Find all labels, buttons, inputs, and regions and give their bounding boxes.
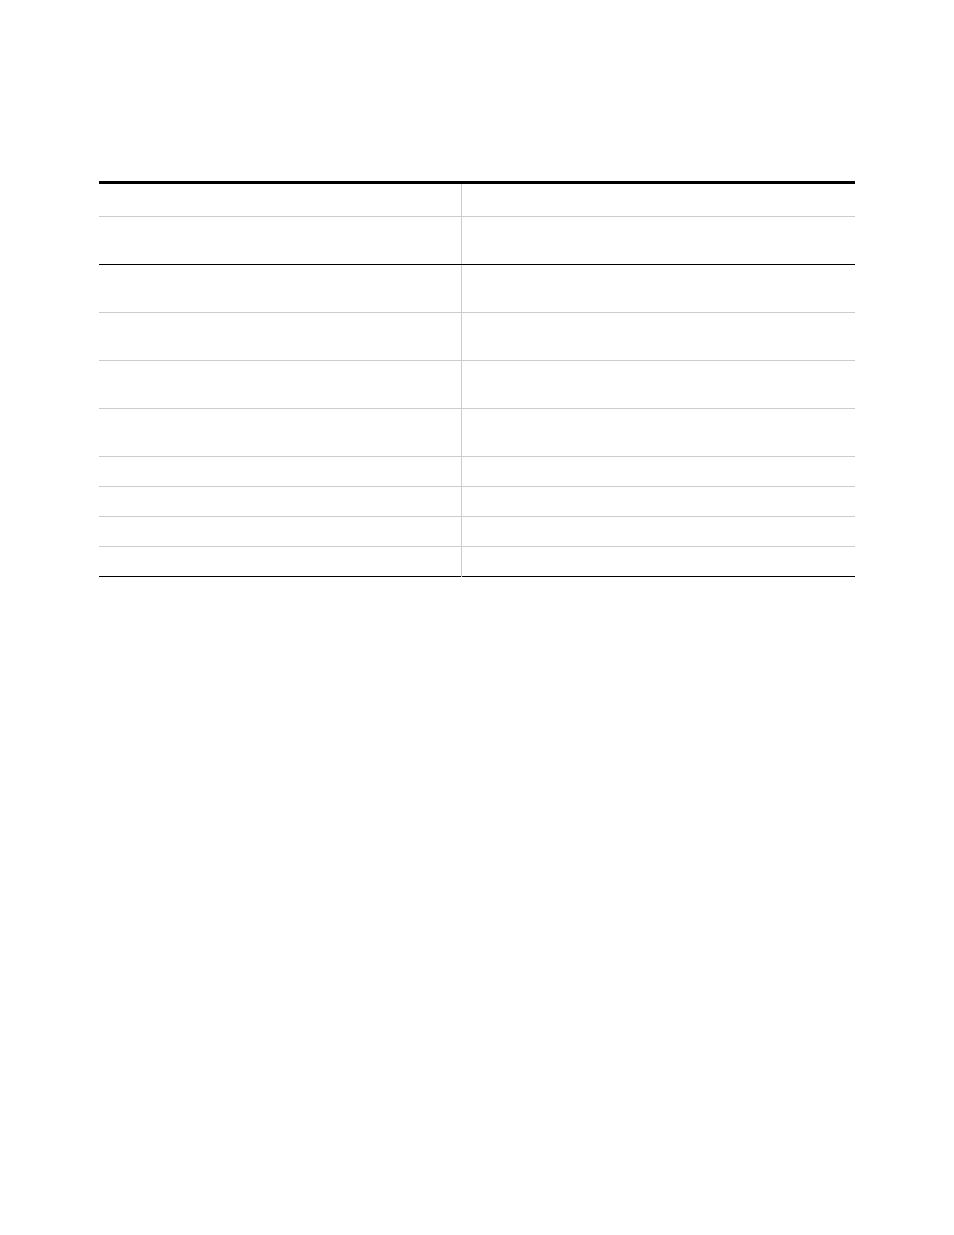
table-cell — [462, 313, 855, 361]
table-row — [99, 547, 855, 577]
table-cell — [462, 183, 855, 217]
table-row — [99, 265, 855, 313]
table-cell — [462, 487, 855, 517]
table-row — [99, 313, 855, 361]
table-cell — [462, 265, 855, 313]
table-cell — [99, 313, 462, 361]
table-header-row — [99, 217, 855, 265]
table-cell — [99, 361, 462, 409]
empty-table — [99, 181, 855, 577]
table-row — [99, 487, 855, 517]
table-row — [99, 517, 855, 547]
table-cell — [462, 217, 855, 265]
table-cell — [99, 217, 462, 265]
table-cell — [99, 487, 462, 517]
table-row — [99, 457, 855, 487]
table-container — [99, 181, 855, 577]
table-cell — [99, 409, 462, 457]
table-cell — [462, 457, 855, 487]
table-cell — [99, 547, 462, 577]
table-cell — [462, 547, 855, 577]
table-cell — [99, 265, 462, 313]
table-cell — [99, 457, 462, 487]
table-cell — [99, 183, 462, 217]
table-cell — [462, 361, 855, 409]
table-cell — [462, 409, 855, 457]
table-cell — [462, 517, 855, 547]
table-row — [99, 361, 855, 409]
table-row — [99, 409, 855, 457]
table-cell — [99, 517, 462, 547]
table-header-row — [99, 183, 855, 217]
